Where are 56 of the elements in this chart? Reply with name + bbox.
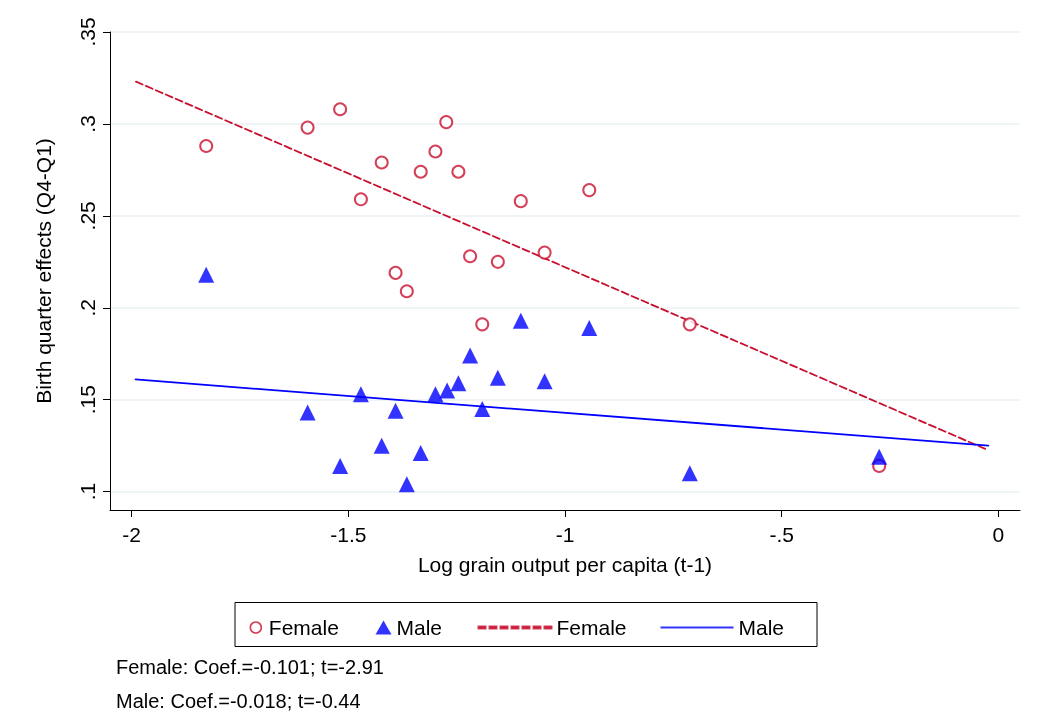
point bbox=[871, 448, 888, 465]
point bbox=[439, 382, 456, 399]
point bbox=[474, 400, 491, 417]
point bbox=[581, 319, 598, 336]
legend-label: Female bbox=[268, 616, 339, 639]
point bbox=[463, 249, 478, 264]
x-tick-label: -2 bbox=[122, 523, 142, 546]
point bbox=[462, 347, 479, 364]
point bbox=[682, 317, 697, 332]
point bbox=[413, 164, 428, 179]
legend-label: Male bbox=[738, 616, 785, 639]
point bbox=[475, 317, 490, 332]
point bbox=[374, 155, 389, 170]
point bbox=[353, 192, 368, 207]
y-tick-label: .1 bbox=[76, 482, 99, 501]
point bbox=[489, 369, 506, 386]
point bbox=[399, 284, 414, 299]
y-tick-label: .3 bbox=[76, 115, 99, 133]
point bbox=[537, 245, 552, 260]
point bbox=[412, 445, 429, 462]
point bbox=[451, 164, 466, 179]
legend-label: Female bbox=[556, 616, 627, 639]
x-tick-label: 0 bbox=[992, 523, 1005, 546]
legend-label: Male bbox=[396, 616, 443, 639]
y-tick-label: .25 bbox=[76, 201, 99, 231]
point bbox=[450, 375, 467, 392]
point bbox=[681, 465, 698, 482]
point bbox=[512, 312, 529, 329]
point bbox=[199, 138, 214, 153]
point bbox=[582, 183, 597, 198]
point bbox=[387, 402, 404, 419]
point bbox=[332, 457, 349, 474]
x-tick-label: -1 bbox=[555, 523, 575, 546]
point bbox=[490, 254, 505, 269]
y-tick-label: .2 bbox=[76, 299, 99, 317]
point bbox=[428, 144, 443, 159]
point bbox=[373, 437, 390, 454]
x-tick-label: -.5 bbox=[769, 523, 794, 546]
point bbox=[536, 373, 553, 390]
point bbox=[513, 194, 528, 209]
text: Male: Coef.=-0.018; t=-0.44 bbox=[116, 690, 361, 712]
point bbox=[333, 102, 348, 117]
y-axis-title: Birth quarter effects (Q4-Q1) bbox=[32, 138, 55, 404]
point bbox=[388, 265, 403, 280]
point bbox=[398, 476, 415, 493]
point bbox=[439, 115, 454, 130]
y-tick-label: .35 bbox=[76, 17, 99, 47]
y-tick-label: .15 bbox=[76, 385, 99, 415]
point bbox=[427, 386, 444, 403]
x-tick-label: -1.5 bbox=[330, 523, 367, 546]
point bbox=[198, 266, 215, 283]
x-axis-title: Log grain output per capita (t-1) bbox=[417, 553, 713, 576]
point bbox=[299, 404, 316, 421]
point bbox=[352, 386, 369, 403]
text: Female: Coef.=-0.101; t=-2.91 bbox=[116, 656, 384, 678]
point bbox=[300, 120, 315, 135]
